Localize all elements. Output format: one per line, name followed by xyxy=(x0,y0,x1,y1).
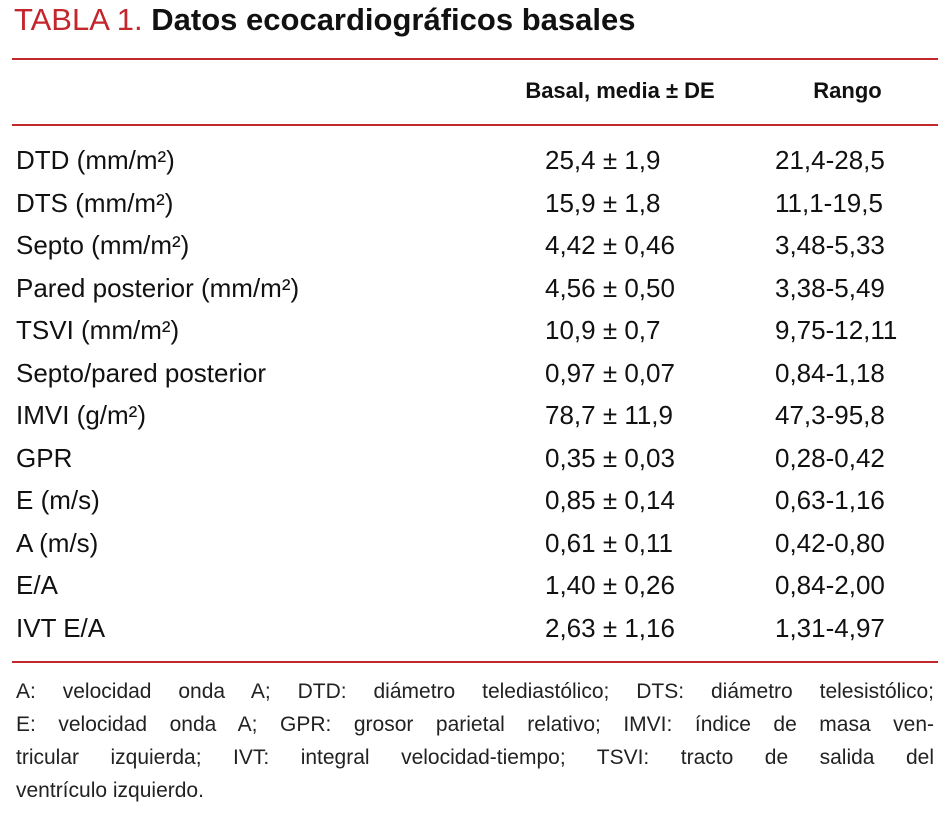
footnote-line: ventrículo izquierdo. xyxy=(16,779,204,802)
cell: 0,84-2,00 xyxy=(775,570,885,600)
row-label: TSVI (mm/m²) xyxy=(16,315,180,345)
rule xyxy=(12,58,938,60)
cell: 1,40 ± 0,26 xyxy=(545,570,675,600)
column-header: Basal, media ± DE xyxy=(525,78,715,103)
row-label: IMVI (g/m²) xyxy=(16,400,146,430)
title-text: Datos ecocardiográficos basales xyxy=(151,2,636,37)
row-label: Pared posterior (mm/m²) xyxy=(16,272,300,303)
cell: 0,97 ± 0,07 xyxy=(545,357,675,388)
cell: 0,61 ± 0,11 xyxy=(545,527,673,558)
cell: 0,42-0,80 xyxy=(775,527,885,558)
row-label: A (m/s) xyxy=(16,527,99,558)
cell: 3,48-5,33 xyxy=(775,230,885,260)
row-label: GPR xyxy=(16,442,73,473)
footnote-line: E: velocidad onda A; GPR: grosor parieta… xyxy=(16,713,934,736)
cell: 0,84-1,18 xyxy=(775,357,885,388)
cell: 4,42 ± 0,46 xyxy=(545,230,675,260)
cell: 0,28-0,42 xyxy=(775,442,885,473)
cell: 0,35 ± 0,03 xyxy=(545,442,675,473)
cell: 3,38-5,49 xyxy=(775,272,885,303)
cell: 11,1-19,5 xyxy=(775,187,883,218)
cell: 78,7 ± 11,9 xyxy=(545,400,673,430)
title: TABLA 1. Datos ecocardiográficos basales xyxy=(14,2,635,38)
row-label: Septo/pared posterior xyxy=(16,357,267,388)
row-label: E (m/s) xyxy=(16,485,100,515)
row-label: DTS (mm/m²) xyxy=(16,187,174,218)
cell: 4,56 ± 0,50 xyxy=(545,272,675,303)
cell: 9,75-12,11 xyxy=(775,315,898,345)
row-label: DTD (mm/m²) xyxy=(16,145,175,175)
cell: 0,85 ± 0,14 xyxy=(545,485,675,515)
cell: 21,4-28,5 xyxy=(775,145,885,175)
cell: 1,31-4,97 xyxy=(775,612,885,643)
row-label: IVT E/A xyxy=(16,612,106,643)
column-header: Rango xyxy=(813,78,882,103)
cell: 15,9 ± 1,8 xyxy=(545,187,661,218)
footnote-line: tricular izquierda; IVT: integral veloci… xyxy=(16,746,934,769)
rule xyxy=(12,124,938,126)
row-label: E/A xyxy=(16,570,58,600)
cell: 2,63 ± 1,16 xyxy=(545,612,675,643)
title-label: TABLA 1. xyxy=(14,2,143,37)
rule xyxy=(12,661,938,663)
cell: 47,3-95,8 xyxy=(775,400,885,430)
row-label: Septo (mm/m²) xyxy=(16,230,190,260)
cell: 25,4 ± 1,9 xyxy=(545,145,661,175)
footnote-line: A: velocidad onda A; DTD: diámetro teled… xyxy=(16,680,934,703)
cell: 10,9 ± 0,7 xyxy=(545,315,661,345)
cell: 0,63-1,16 xyxy=(775,485,885,515)
